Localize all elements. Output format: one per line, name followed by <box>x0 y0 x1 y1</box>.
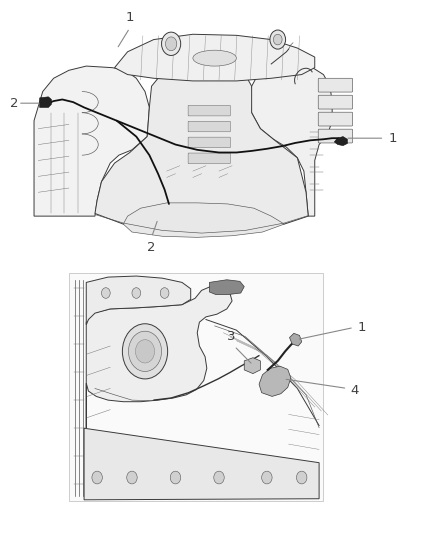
Polygon shape <box>209 280 244 295</box>
Circle shape <box>166 37 177 51</box>
Circle shape <box>214 471 224 484</box>
FancyBboxPatch shape <box>69 273 323 501</box>
Polygon shape <box>334 136 347 146</box>
Text: 2: 2 <box>147 241 155 254</box>
Circle shape <box>127 471 137 484</box>
Circle shape <box>92 471 102 484</box>
Polygon shape <box>115 34 315 81</box>
Text: 1: 1 <box>357 321 366 334</box>
Polygon shape <box>259 366 291 397</box>
Polygon shape <box>244 358 260 374</box>
Circle shape <box>102 288 110 298</box>
FancyBboxPatch shape <box>188 106 230 116</box>
Polygon shape <box>290 333 302 346</box>
Polygon shape <box>123 203 284 237</box>
Circle shape <box>162 32 181 55</box>
FancyBboxPatch shape <box>318 78 353 92</box>
Polygon shape <box>84 428 319 500</box>
Polygon shape <box>95 76 308 232</box>
Circle shape <box>160 288 169 298</box>
Circle shape <box>261 471 272 484</box>
FancyBboxPatch shape <box>318 129 353 143</box>
FancyBboxPatch shape <box>318 95 353 109</box>
Text: 1: 1 <box>126 11 134 24</box>
Polygon shape <box>86 287 232 428</box>
Polygon shape <box>86 276 191 325</box>
FancyBboxPatch shape <box>188 153 230 164</box>
Circle shape <box>128 331 162 372</box>
Text: 4: 4 <box>351 384 359 397</box>
Text: 1: 1 <box>389 132 397 144</box>
Circle shape <box>297 471 307 484</box>
Circle shape <box>170 471 181 484</box>
Text: 3: 3 <box>226 330 235 343</box>
FancyBboxPatch shape <box>318 112 353 126</box>
Circle shape <box>270 30 286 49</box>
FancyBboxPatch shape <box>188 137 230 148</box>
FancyBboxPatch shape <box>188 121 230 132</box>
Circle shape <box>135 340 155 363</box>
Circle shape <box>132 288 141 298</box>
Text: 2: 2 <box>10 96 19 110</box>
Circle shape <box>273 34 282 45</box>
Polygon shape <box>250 64 332 216</box>
Circle shape <box>122 324 168 379</box>
Polygon shape <box>34 66 149 216</box>
Polygon shape <box>40 97 51 108</box>
Ellipse shape <box>193 50 237 66</box>
